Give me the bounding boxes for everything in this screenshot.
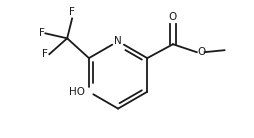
Text: O: O (198, 47, 206, 57)
Text: F: F (39, 28, 44, 38)
Text: N: N (114, 36, 122, 46)
Text: O: O (169, 12, 177, 22)
Text: F: F (42, 49, 48, 59)
Text: F: F (69, 6, 75, 17)
Text: HO: HO (69, 87, 85, 97)
